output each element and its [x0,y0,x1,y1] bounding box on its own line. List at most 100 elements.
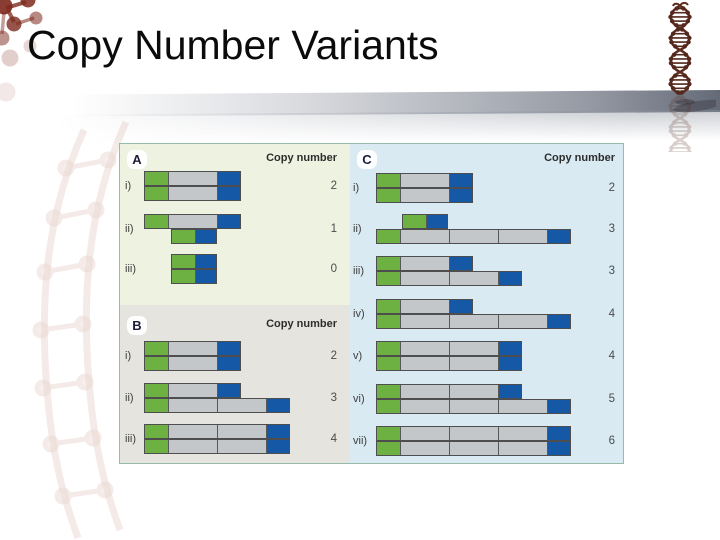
segment-gray [498,400,547,413]
panel-b-row-2-copy-number: 3 [330,392,337,404]
segment-gray [400,342,449,355]
cnv-bar [376,341,522,356]
segment-blue [217,172,240,185]
cnv-bar [144,341,241,356]
cnv-bar [376,356,522,371]
segment-green [145,399,168,412]
segment-green [377,257,400,270]
cnv-bar [144,214,241,229]
panel-b: B Copy number i) 2 ii) 3 iii) 4 [120,305,350,463]
segment-green [172,270,195,283]
segment-green [145,187,168,200]
cnv-bar [144,356,241,371]
segment-blue [195,270,216,283]
panel-c-copy-number-header: Copy number [544,152,615,164]
cnv-bar [144,171,241,186]
segment-green [145,215,168,228]
panel-c-row-7-copy-number: 6 [608,435,615,447]
segment-gray [400,442,449,455]
segment-gray [449,357,498,370]
segment-green [145,384,168,397]
segment-gray [449,442,498,455]
segment-gray [168,187,217,200]
panel-b-row-1-label: i) [125,350,132,362]
segment-blue [217,342,240,355]
divider-gradient-reflection [0,109,720,145]
panel-c-row-1-copy-number: 2 [608,182,615,194]
segment-blue [195,255,216,268]
panel-a-row-1-label: i) [125,180,132,192]
segment-gray [400,300,449,313]
panel-c-row-7-label: vii) [353,435,368,447]
segment-gray [400,257,449,270]
segment-gray [400,385,449,398]
cnv-bar [376,384,522,399]
segment-blue [266,399,289,412]
segment-blue [449,257,472,270]
cnv-bar [376,426,571,441]
segment-gray [168,172,217,185]
segment-blue [449,174,472,187]
cnv-bar [376,188,473,203]
segment-blue [266,425,289,438]
segment-blue [498,272,521,285]
segment-blue [547,442,570,455]
cnv-bar-deleted [171,269,217,284]
segment-blue [547,230,570,243]
panel-c-label: C [357,150,377,169]
segment-blue [498,385,521,398]
segment-gray [498,442,547,455]
panel-b-label: B [127,316,147,335]
cnv-bar [144,424,290,439]
panel-c-row-3-copy-number: 3 [608,265,615,277]
panel-c-row-2-copy-number: 3 [608,223,615,235]
cnv-bar [376,314,571,329]
segment-green [145,172,168,185]
panel-a-row-1-copy-number: 2 [330,180,337,192]
cnv-bar [376,271,522,286]
segment-green [377,230,400,243]
segment-gray [168,384,217,397]
cnv-figure: A Copy number i) 2 ii) 1 iii) 0 B Copy number i) 2… [119,143,624,464]
cnv-bar [144,398,290,413]
cnv-bar [376,256,473,271]
segment-green [377,357,400,370]
segment-gray [400,189,449,202]
cnv-bar [376,229,571,244]
panel-c-row-6-copy-number: 5 [608,393,615,405]
segment-gray [168,342,217,355]
segment-green [145,425,168,438]
segment-blue [217,357,240,370]
segment-gray [168,425,217,438]
segment-gray [168,215,217,228]
cnv-bar [144,383,241,398]
segment-blue [547,427,570,440]
cnv-bar-deleted [402,214,448,229]
segment-gray [168,399,217,412]
segment-green [377,342,400,355]
segment-gray [498,315,547,328]
segment-green [145,342,168,355]
segment-green [145,440,168,453]
segment-gray [449,315,498,328]
cnv-bar [144,186,241,201]
segment-gray [168,440,217,453]
panel-c: C Copy number i) 2 ii) 3 iii) 3 iv) 4 v) 4 vi) 5 vii) 6 [350,144,623,463]
segment-blue [498,342,521,355]
slide-title: Copy Number Variants [27,22,439,68]
segment-gray [449,272,498,285]
segment-blue [426,215,447,228]
cnv-bar [376,299,473,314]
panel-b-copy-number-header: Copy number [266,318,337,330]
panel-c-row-1-label: i) [353,182,360,194]
cnv-bar [376,399,571,414]
segment-blue [547,400,570,413]
panel-a-row-3-label: iii) [125,263,136,275]
segment-gray [498,427,547,440]
panel-c-row-4-label: iv) [353,308,365,320]
segment-gray [400,272,449,285]
segment-blue [195,230,216,243]
segment-green [377,272,400,285]
cnv-bar [376,441,571,456]
